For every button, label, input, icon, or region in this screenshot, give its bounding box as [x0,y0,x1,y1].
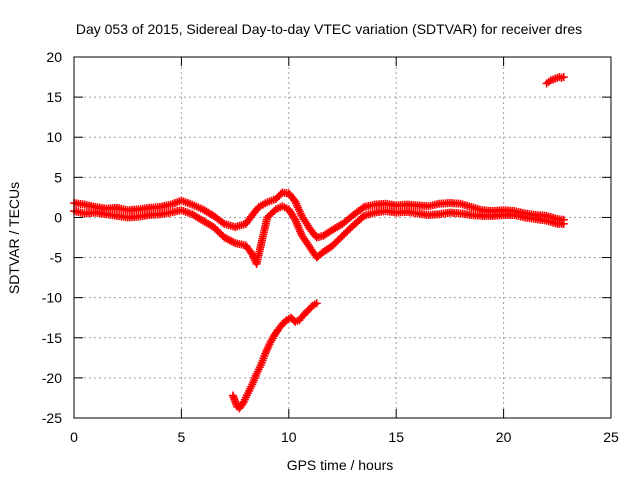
y-tick-label: -10 [42,290,62,306]
data-point [229,238,238,247]
data-point [276,190,285,199]
x-tick-label: 0 [70,429,78,445]
x-tick-label: 5 [178,429,186,445]
x-tick-label: 20 [496,429,512,445]
y-tick-label: -20 [42,370,62,386]
axis-ticks: 0 5 10 15 20 25 -25 -20 -15 -10 -5 0 5 10 15 20 [42,49,619,445]
y-tick-label: -15 [42,330,62,346]
y-axis-label: SDTVAR / TECUs [6,182,22,294]
y-tick-label: -25 [42,410,62,426]
data-points [70,73,568,413]
x-tick-label: 10 [281,429,297,445]
grid [74,57,611,418]
series-main-band-upper [70,188,568,242]
y-tick-label: 15 [46,89,62,105]
series-main-band-lower [70,202,568,268]
data-point [358,204,367,213]
y-tick-label: 0 [54,209,62,225]
x-tick-label: 15 [388,429,404,445]
series-descending-arc [228,299,321,413]
series-late-arc [542,73,568,88]
x-tick-label: 25 [603,429,619,445]
data-point [312,299,321,308]
y-tick-label: 10 [46,129,62,145]
y-tick-label: 5 [54,169,62,185]
chart-title: Day 053 of 2015, Sidereal Day-to-day VTE… [76,21,582,37]
plot-frame [73,56,612,419]
y-tick-label: 20 [46,49,62,65]
y-tick-label: -5 [50,250,63,266]
data-point [559,73,568,82]
data-point [559,219,568,228]
x-axis-label: GPS time / hours [287,457,394,473]
